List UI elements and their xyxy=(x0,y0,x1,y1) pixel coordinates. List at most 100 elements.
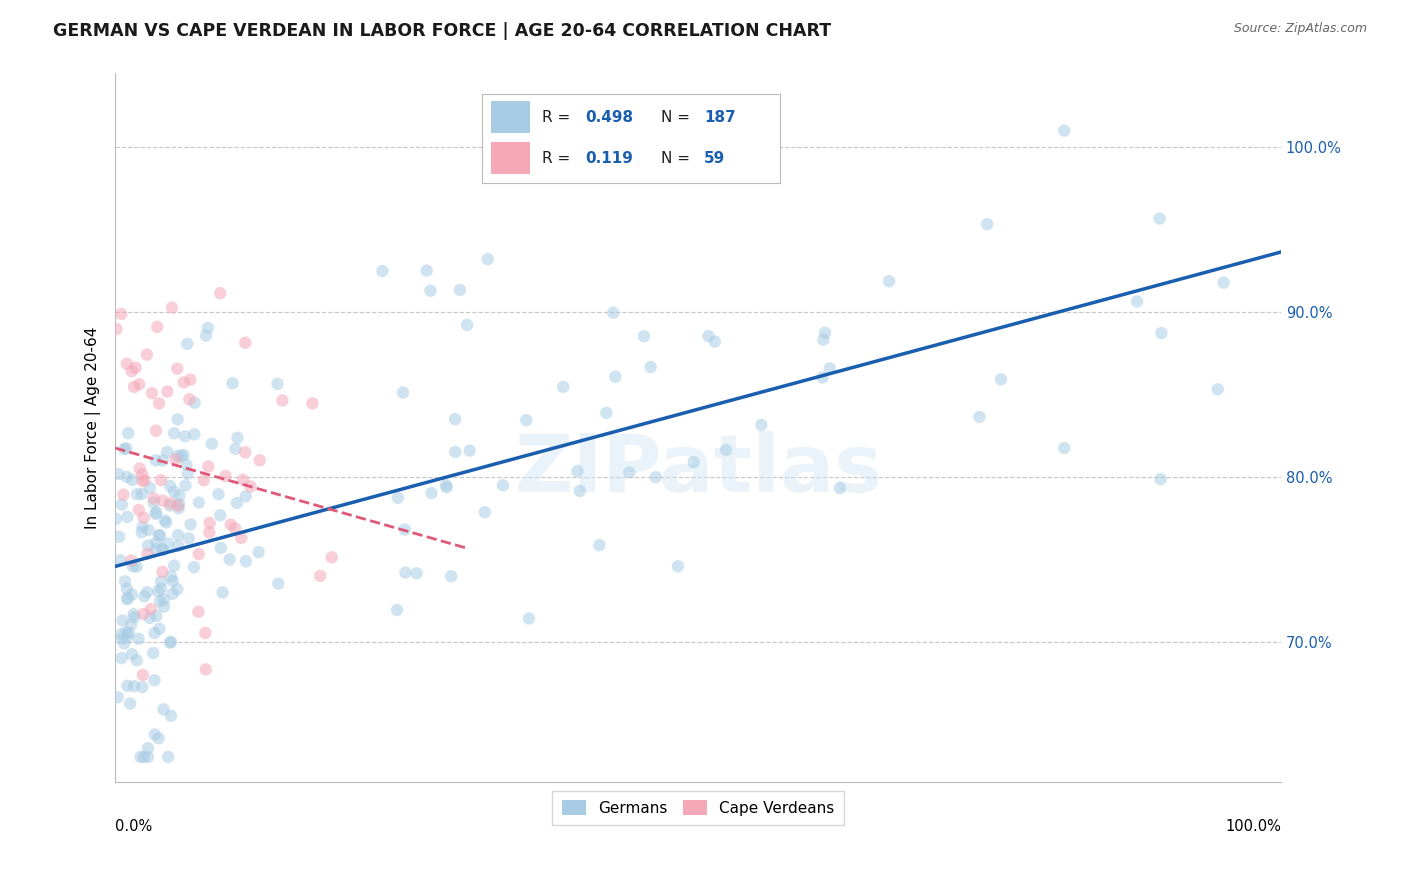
Point xyxy=(145,453,167,467)
Point xyxy=(143,727,166,741)
Point xyxy=(211,585,233,599)
Point xyxy=(176,337,198,351)
Point xyxy=(309,569,332,583)
Point xyxy=(239,479,262,493)
Point xyxy=(136,547,159,561)
Point xyxy=(394,566,416,580)
Point xyxy=(117,591,139,606)
Point xyxy=(112,442,135,456)
Point xyxy=(392,385,415,400)
Point xyxy=(166,449,188,463)
Point xyxy=(193,473,215,487)
Point xyxy=(567,464,589,478)
Point xyxy=(877,274,900,288)
Point xyxy=(125,653,148,667)
Point xyxy=(682,455,704,469)
Point xyxy=(1053,123,1076,137)
Point xyxy=(166,582,188,597)
Point xyxy=(110,307,132,321)
Point xyxy=(143,626,166,640)
Point xyxy=(145,507,167,521)
Point xyxy=(444,412,467,426)
Point xyxy=(387,491,409,505)
Point xyxy=(218,552,240,566)
Point xyxy=(148,731,170,746)
Point xyxy=(169,489,191,503)
Point xyxy=(131,525,153,540)
Point xyxy=(104,512,127,526)
Point xyxy=(159,635,181,649)
Point xyxy=(114,574,136,589)
Point xyxy=(153,514,176,528)
Point xyxy=(145,609,167,624)
Point xyxy=(112,488,135,502)
Point xyxy=(415,263,437,277)
Point xyxy=(136,750,159,764)
Point xyxy=(131,474,153,488)
Point xyxy=(166,361,188,376)
Point xyxy=(644,470,666,484)
Point xyxy=(209,541,232,555)
Point xyxy=(419,284,441,298)
Point xyxy=(160,634,183,648)
Point xyxy=(814,326,837,340)
Point xyxy=(207,487,229,501)
Point xyxy=(224,521,246,535)
Point xyxy=(132,607,155,621)
Point xyxy=(247,545,270,559)
Point xyxy=(235,489,257,503)
Point xyxy=(167,501,190,516)
Point xyxy=(176,458,198,472)
Point xyxy=(110,553,132,567)
Point xyxy=(148,396,170,410)
Point xyxy=(150,473,173,487)
Point xyxy=(159,496,181,510)
Point xyxy=(112,636,135,650)
Point xyxy=(160,301,183,315)
Point xyxy=(233,445,256,459)
Point xyxy=(118,626,141,640)
Point xyxy=(128,632,150,646)
Point xyxy=(201,436,224,450)
Point xyxy=(224,442,246,456)
Point xyxy=(813,333,835,347)
Point xyxy=(197,321,219,335)
Point xyxy=(976,217,998,231)
Point xyxy=(115,625,138,640)
Point xyxy=(128,377,150,392)
Point xyxy=(1149,211,1171,226)
Point xyxy=(225,496,247,510)
Point xyxy=(145,542,167,557)
Point xyxy=(198,516,221,530)
Point xyxy=(456,318,478,332)
Point xyxy=(152,565,174,579)
Point xyxy=(128,503,150,517)
Point xyxy=(148,528,170,542)
Point xyxy=(108,530,131,544)
Text: ZIPatlas: ZIPatlas xyxy=(515,431,882,508)
Point xyxy=(132,668,155,682)
Point xyxy=(139,481,162,495)
Point xyxy=(515,413,537,427)
Point xyxy=(157,750,180,764)
Point xyxy=(371,264,394,278)
Point xyxy=(697,329,720,343)
Text: 100.0%: 100.0% xyxy=(1225,819,1281,833)
Point xyxy=(517,611,540,625)
Y-axis label: In Labor Force | Age 20-64: In Labor Force | Age 20-64 xyxy=(86,326,101,529)
Point xyxy=(187,605,209,619)
Point xyxy=(440,569,463,583)
Point xyxy=(132,510,155,524)
Point xyxy=(163,426,186,441)
Point xyxy=(121,588,143,602)
Point xyxy=(588,538,610,552)
Point xyxy=(152,702,174,716)
Point xyxy=(122,679,145,693)
Point xyxy=(163,558,186,573)
Point xyxy=(136,585,159,599)
Point xyxy=(145,424,167,438)
Point xyxy=(714,442,737,457)
Point xyxy=(138,523,160,537)
Point xyxy=(173,376,195,390)
Point xyxy=(122,607,145,622)
